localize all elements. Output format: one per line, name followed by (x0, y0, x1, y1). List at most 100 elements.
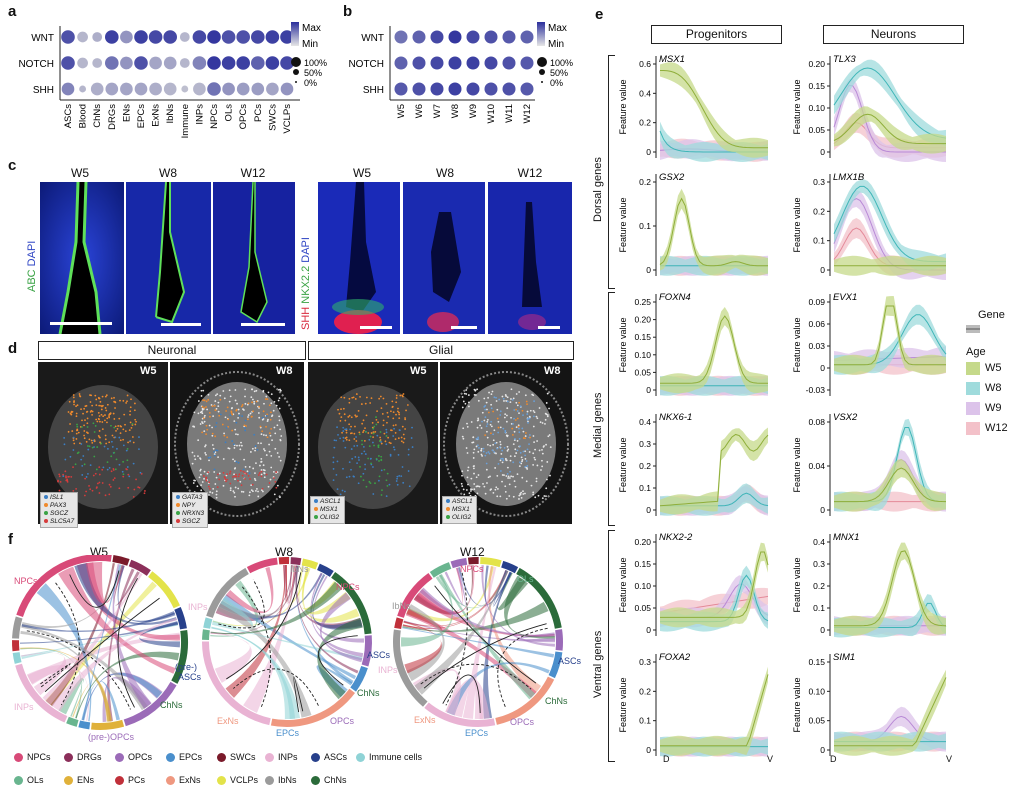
d-cell-dot (537, 494, 540, 497)
d-cell-dot (475, 445, 478, 448)
d-cell-dot (121, 470, 124, 473)
d-cell-dot (105, 394, 108, 397)
d-cell-dot (72, 489, 75, 492)
f-sector (15, 663, 68, 723)
b-dot (520, 82, 534, 96)
d-cell-dot (228, 400, 231, 403)
d-cell-dot (235, 421, 238, 424)
d-cell-dot (125, 402, 128, 404)
d-cell-dot (541, 448, 543, 451)
d-cell-dot (244, 427, 246, 429)
d-cell-dot (546, 478, 548, 481)
d-cell-dot (107, 447, 109, 450)
d-cell-dot (278, 407, 281, 410)
d-cell-dot (545, 487, 548, 490)
d-cell-dot (533, 411, 536, 414)
a-dot (236, 56, 250, 70)
d-cell-dot (536, 417, 539, 420)
f-sector (78, 720, 91, 730)
a-dot (265, 56, 280, 70)
d-cell-dot (261, 487, 264, 490)
d-cell-dot (67, 411, 70, 413)
d-cell-dot (513, 480, 516, 483)
d-cell-dot (131, 436, 134, 438)
d-cell-dot (192, 425, 195, 428)
d-cell-dot (507, 477, 509, 479)
a-col-label: INPs (194, 104, 205, 125)
d-cell-dot (127, 486, 130, 489)
d-cell-dot (223, 397, 226, 400)
d-cell-dot (486, 430, 488, 433)
d-cell-dot (111, 434, 114, 437)
f-sector (555, 629, 563, 651)
f-sector (394, 617, 404, 630)
d-cell-dot (200, 484, 203, 487)
a-dot (61, 82, 75, 96)
a-dot (192, 30, 207, 44)
d-cell-dot (510, 422, 513, 425)
b-dot (430, 56, 444, 70)
d-cell-dot (509, 459, 512, 462)
d-cell-dot (112, 412, 115, 415)
b-row-label: SHH (363, 85, 384, 96)
d-cell-dot (278, 419, 281, 422)
d-cell-dot (506, 396, 509, 399)
d-cell-dot (237, 479, 239, 482)
d-cell-dot (524, 492, 526, 495)
d-cell-dot (72, 394, 75, 396)
d-cell-dot (214, 409, 217, 412)
d-cell-dot (380, 407, 383, 410)
d-week-label: W5 (410, 365, 427, 377)
f-arrow (44, 597, 160, 692)
d-cell-dot (477, 417, 480, 420)
d-cell-dot (477, 399, 480, 402)
a-dot (163, 30, 177, 44)
a-col-label: Blood (78, 104, 89, 128)
d-cell-dot (116, 427, 119, 430)
d-cell-dot (75, 438, 78, 440)
d-cell-dot (134, 423, 137, 426)
d-cell-dot (102, 415, 105, 418)
d-cell-dot (268, 482, 271, 484)
d-cell-dot (404, 417, 406, 419)
a-dot (250, 30, 265, 44)
a-dot (280, 82, 294, 96)
f-sector (301, 558, 319, 570)
f-ribbon (85, 562, 125, 604)
a-size-label: 100% (304, 58, 327, 68)
d-cell-dot (347, 416, 350, 418)
d-cell-dot (545, 402, 548, 404)
f-ribbon (285, 565, 296, 604)
d-cell-dot (265, 454, 268, 456)
b-size-dot (537, 57, 547, 67)
f-sector (202, 641, 271, 726)
d-cell-dot (336, 488, 339, 491)
d-cell-dot (514, 419, 517, 421)
d-cell-dot (248, 472, 251, 475)
d-cell-dot (538, 407, 541, 409)
d-cell-dot (87, 448, 90, 451)
d-cell-dot (233, 447, 236, 449)
d-week-label: W5 (140, 365, 157, 377)
e-tick-label: 0.15 (808, 657, 825, 667)
d-cell-dot (518, 494, 521, 497)
d-cell-dot (541, 452, 544, 455)
d-cell-dot (480, 427, 483, 429)
f-arrow (423, 623, 547, 689)
d-cell-dot (380, 459, 383, 462)
d-cell-dot (78, 394, 81, 397)
d-cell-dot (72, 436, 75, 439)
d-cell-dot (221, 423, 224, 426)
d-cell-dot (485, 425, 488, 428)
f-ribbon (302, 567, 360, 623)
d-cell-dot (113, 477, 116, 480)
d-cell-dot (493, 451, 495, 453)
d-cell-dot (251, 401, 253, 404)
d-cell-dot (229, 487, 232, 490)
d-legend: ASCL1 MSX1 OLIG2 (310, 496, 345, 524)
d-cell-dot (262, 389, 265, 392)
d-cell-dot (225, 426, 228, 429)
d-cell-dot (93, 431, 96, 433)
d-cell-dot (276, 484, 279, 487)
e-curve (659, 197, 769, 267)
